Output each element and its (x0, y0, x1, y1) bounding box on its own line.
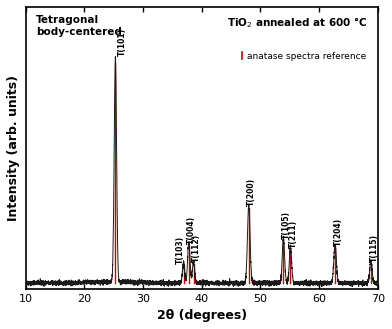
Text: T(211): T(211) (289, 220, 298, 248)
Text: TiO$_2$ annealed at 600 °C: TiO$_2$ annealed at 600 °C (227, 15, 367, 30)
Text: T(115): T(115) (369, 234, 378, 262)
Y-axis label: Intensity (arb. units): Intensity (arb. units) (7, 75, 20, 221)
Text: T(112): T(112) (192, 234, 201, 262)
Text: T(200): T(200) (247, 178, 256, 206)
Text: T(004): T(004) (187, 216, 196, 244)
Text: T(105): T(105) (282, 212, 291, 240)
Text: Tetragonal
body-centered: Tetragonal body-centered (36, 15, 122, 37)
Text: T(204): T(204) (334, 218, 343, 246)
Text: T(101): T(101) (118, 28, 127, 56)
Legend: anatase spectra reference: anatase spectra reference (237, 48, 370, 64)
Text: T(103): T(103) (176, 236, 185, 264)
X-axis label: 2θ (degrees): 2θ (degrees) (157, 309, 247, 322)
